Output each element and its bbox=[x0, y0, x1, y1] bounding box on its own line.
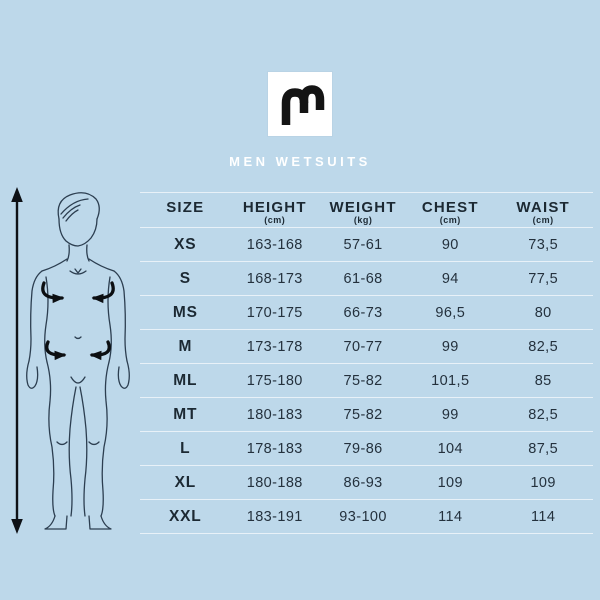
column-unit bbox=[140, 215, 231, 225]
value-cell: 101,5 bbox=[431, 372, 470, 389]
value-cell: 61-68 bbox=[343, 270, 383, 287]
column-header: SIZE bbox=[140, 193, 231, 228]
value-cell: 79-86 bbox=[343, 440, 383, 457]
column-unit: (cm) bbox=[439, 214, 461, 225]
value-cell: 168-173 bbox=[246, 270, 303, 287]
size-chart-table: SIZE HEIGHT (cm) WEIGHT (kg) CHEST (cm) WAIST (c… bbox=[140, 192, 593, 534]
size-row: XL 180-188 86-93 109 109 bbox=[140, 466, 593, 500]
column-header: CHEST (cm) bbox=[407, 193, 493, 228]
body-measurement-illustration bbox=[0, 179, 140, 541]
mystic-m-icon bbox=[281, 85, 325, 125]
size-row: L 178-183 79-86 104 87,5 bbox=[140, 432, 593, 466]
mystic-logo bbox=[268, 72, 332, 136]
value-cell: 173-178 bbox=[246, 338, 303, 355]
brand-header: MEN WETSUITS bbox=[0, 0, 600, 169]
column-label: WEIGHT bbox=[329, 198, 397, 216]
value-cell: 170-175 bbox=[246, 304, 303, 321]
size-label-cell: XXL bbox=[169, 507, 202, 525]
size-label-cell: XS bbox=[174, 235, 197, 253]
value-cell: 75-82 bbox=[343, 406, 383, 423]
size-label-cell: MT bbox=[173, 405, 198, 423]
value-cell: 114 bbox=[530, 508, 556, 525]
waist-girth-arrows-icon bbox=[45, 340, 111, 361]
value-cell: 73,5 bbox=[528, 236, 559, 253]
column-label: HEIGHT bbox=[242, 198, 307, 216]
value-cell: 77,5 bbox=[528, 270, 559, 287]
value-cell: 180-183 bbox=[246, 406, 303, 423]
value-cell: 96,5 bbox=[435, 304, 466, 321]
column-unit: (kg) bbox=[353, 214, 373, 225]
header-row: SIZE HEIGHT (cm) WEIGHT (kg) CHEST (cm) WAIST (c… bbox=[140, 192, 593, 228]
size-label-cell: L bbox=[180, 439, 191, 457]
size-label-cell: M bbox=[178, 337, 193, 355]
size-row: XXL 183-191 93-100 114 114 bbox=[140, 500, 593, 534]
value-cell: 104 bbox=[437, 440, 463, 457]
chest-girth-arrows-icon bbox=[41, 281, 115, 304]
column-unit: (cm) bbox=[532, 214, 554, 225]
value-cell: 90 bbox=[441, 236, 459, 253]
value-cell: 87,5 bbox=[528, 440, 559, 457]
size-label-cell: ML bbox=[173, 371, 198, 389]
size-row: ML 175-180 75-82 101,5 85 bbox=[140, 364, 593, 398]
value-cell: 70-77 bbox=[343, 338, 383, 355]
size-label-cell: MS bbox=[172, 303, 198, 321]
value-cell: 82,5 bbox=[528, 406, 559, 423]
page-title: MEN WETSUITS bbox=[229, 154, 371, 169]
content: SIZE HEIGHT (cm) WEIGHT (kg) CHEST (cm) WAIST (c… bbox=[0, 179, 600, 541]
value-cell: 93-100 bbox=[339, 508, 387, 525]
value-cell: 183-191 bbox=[246, 508, 303, 525]
value-cell: 86-93 bbox=[343, 474, 383, 491]
value-cell: 75-82 bbox=[343, 372, 383, 389]
size-label-cell: S bbox=[179, 269, 191, 287]
height-arrow-icon bbox=[11, 187, 23, 534]
value-cell: 109 bbox=[437, 474, 463, 491]
value-cell: 99 bbox=[441, 338, 459, 355]
value-cell: 163-168 bbox=[246, 236, 303, 253]
size-chart-container: SIZE HEIGHT (cm) WEIGHT (kg) CHEST (cm) WAIST (c… bbox=[140, 192, 593, 534]
size-row: S 168-173 61-68 94 77,5 bbox=[140, 262, 593, 296]
value-cell: 99 bbox=[441, 406, 459, 423]
table-body: XS 163-168 57-61 90 73,5 S 168-173 61-68 94 77,5 M… bbox=[140, 228, 593, 534]
column-unit: (cm) bbox=[264, 214, 286, 225]
value-cell: 85 bbox=[534, 372, 552, 389]
value-cell: 109 bbox=[530, 474, 556, 491]
value-cell: 114 bbox=[438, 508, 463, 525]
male-body-outline-icon bbox=[26, 192, 130, 530]
size-row: MS 170-175 66-73 96,5 80 bbox=[140, 296, 593, 330]
value-cell: 66-73 bbox=[343, 304, 383, 321]
size-row: M 173-178 70-77 99 82,5 bbox=[140, 330, 593, 364]
size-row: XS 163-168 57-61 90 73,5 bbox=[140, 228, 593, 262]
size-label-cell: XL bbox=[174, 473, 196, 491]
column-header: WEIGHT (kg) bbox=[319, 193, 407, 228]
value-cell: 175-180 bbox=[246, 372, 303, 389]
value-cell: 180-188 bbox=[246, 474, 303, 491]
column-label: WAIST bbox=[516, 198, 570, 216]
value-cell: 57-61 bbox=[343, 236, 383, 253]
value-cell: 80 bbox=[534, 304, 552, 321]
column-label: SIZE bbox=[166, 198, 205, 216]
value-cell: 94 bbox=[441, 270, 459, 287]
column-label: CHEST bbox=[421, 198, 479, 216]
column-header: WAIST (cm) bbox=[493, 193, 593, 228]
value-cell: 178-183 bbox=[246, 440, 303, 457]
column-header: HEIGHT (cm) bbox=[231, 193, 319, 228]
size-row: MT 180-183 75-82 99 82,5 bbox=[140, 398, 593, 432]
value-cell: 82,5 bbox=[528, 338, 559, 355]
